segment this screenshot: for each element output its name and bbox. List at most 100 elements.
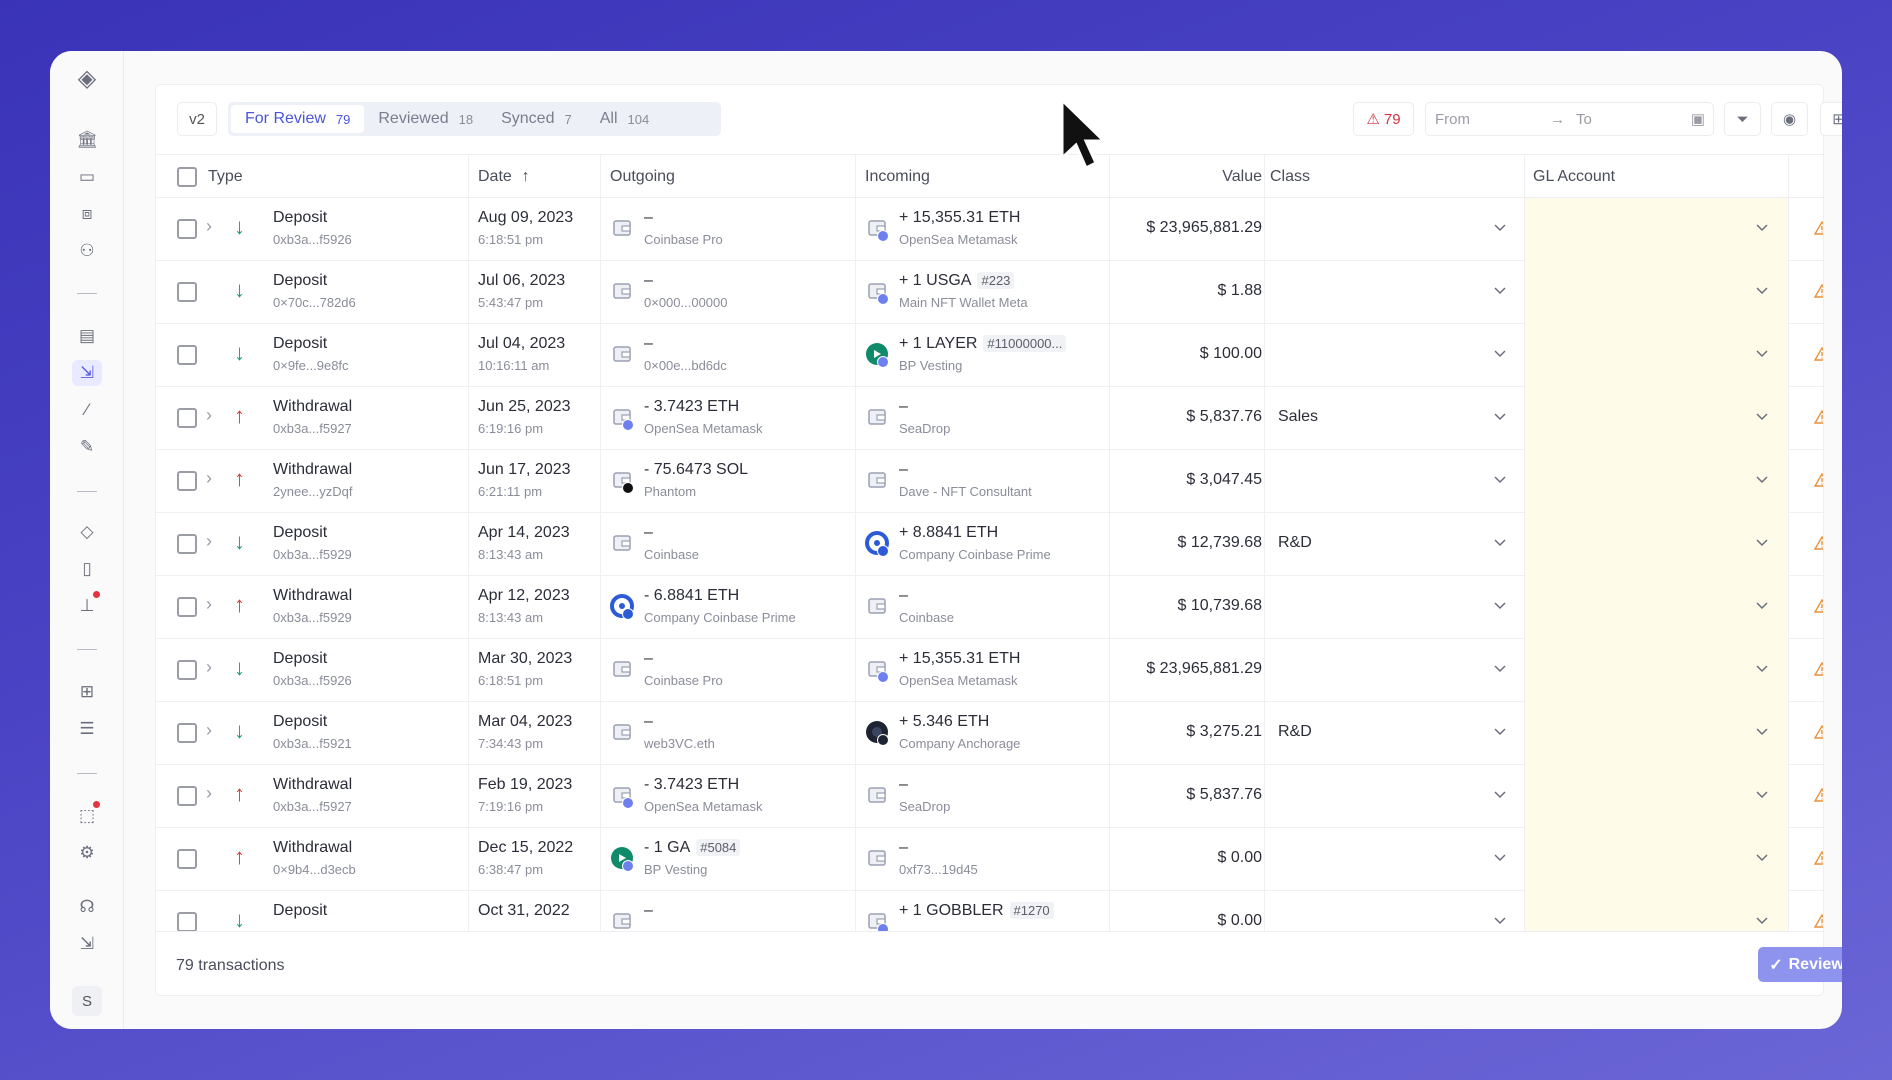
tab-all[interactable]: All 104 [586,105,663,133]
warning-icon[interactable] [1813,724,1823,745]
class-select[interactable]: R&D [1264,513,1524,576]
column-value[interactable]: Value [1222,168,1262,185]
expand-chevron-icon[interactable]: › [206,405,212,425]
class-select[interactable] [1264,450,1524,513]
table-row[interactable]: › ↓ Deposit 0xb3a...f5926 Mar 30, 2023 6:18:5… [156,639,1823,702]
warnings-filter-button[interactable]: ⚠ 79 [1353,102,1414,136]
receipt-icon[interactable]: ▯ [82,559,92,578]
import-icon[interactable]: ⇲ [79,934,95,953]
tab-synced[interactable]: Synced 7 [487,105,586,133]
transaction-hash[interactable]: 0xb3a...f5927 [273,799,352,814]
expand-chevron-icon[interactable]: › [206,657,212,677]
diamond-icon[interactable]: ◇ [80,522,94,541]
warning-icon[interactable] [1813,535,1823,556]
column-date[interactable]: Date ↑ [478,155,530,199]
table-row[interactable]: ↓ Deposit Oct 31, 2022 – + 1 GOBBLER #1270 $ 0… [156,891,1823,931]
warning-icon[interactable] [1813,346,1823,367]
gl-account-select[interactable] [1524,576,1788,639]
gl-account-select[interactable] [1524,198,1788,261]
bank-icon[interactable]: 🏛︎ [76,130,98,149]
gl-account-select[interactable] [1524,765,1788,828]
column-gl-account[interactable]: GL Account [1533,168,1616,185]
to-date-field[interactable]: To [1576,110,1592,128]
gl-account-select[interactable] [1524,513,1788,576]
warning-icon[interactable] [1813,913,1823,931]
table-row[interactable]: › ↓ Deposit 0xb3a...f5921 Mar 04, 2023 7:34:4… [156,702,1823,765]
gl-account-select[interactable] [1524,702,1788,765]
transaction-hash[interactable]: 0×9b4...d3ecb [273,862,356,877]
row-checkbox[interactable] [177,786,197,806]
class-select[interactable] [1264,828,1524,891]
row-checkbox[interactable] [177,345,197,365]
expand-chevron-icon[interactable]: › [206,594,212,614]
class-select[interactable] [1264,261,1524,324]
transaction-hash[interactable]: 0xb3a...f5921 [273,736,352,751]
settings-icon[interactable]: ⚙ [79,843,95,862]
transaction-hash[interactable]: 0xb3a...f5929 [273,610,352,625]
transaction-hash[interactable]: 0xb3a...f5929 [273,547,352,562]
expand-chevron-icon[interactable]: › [206,216,212,236]
gl-account-select[interactable] [1524,324,1788,387]
class-select[interactable]: Sales [1264,387,1524,450]
avatar[interactable]: S [72,986,102,1016]
warning-icon[interactable] [1813,283,1823,304]
warning-icon[interactable] [1813,850,1823,871]
row-checkbox[interactable] [177,597,197,617]
transaction-hash[interactable]: 0×9fe...9e8fc [273,358,349,373]
warning-icon[interactable] [1813,472,1823,493]
table-row[interactable]: › ↑ Withdrawal 2ynee...yzDqf Jun 17, 2023 6:2… [156,450,1823,513]
expand-chevron-icon[interactable]: › [206,531,212,551]
row-checkbox[interactable] [177,849,197,869]
table-row[interactable]: › ↓ Deposit 0xb3a...f5926 Aug 09, 2023 6:18:5… [156,198,1823,261]
warning-icon[interactable] [1813,598,1823,619]
table-row[interactable]: ↓ Deposit 0×9fe...9e8fc Jul 04, 2023 10:16:1… [156,324,1823,387]
columns-button[interactable]: ⊞ [1820,102,1842,136]
filter-button[interactable]: ⏷ [1724,102,1761,136]
gl-account-select[interactable] [1524,828,1788,891]
assets-icon[interactable]: ⧈ [81,204,93,223]
expand-chevron-icon[interactable]: › [206,783,212,803]
class-select[interactable] [1264,765,1524,828]
row-checkbox[interactable] [177,282,197,302]
column-outgoing[interactable]: Outgoing [610,168,675,185]
table-row[interactable]: ↓ Deposit 0×70c...782d6 Jul 06, 2023 5:43:47… [156,261,1823,324]
row-checkbox[interactable] [177,723,197,743]
column-type[interactable]: Type [208,168,243,185]
class-select[interactable] [1264,639,1524,702]
warning-icon[interactable] [1813,787,1823,808]
transaction-hash[interactable]: 0×70c...782d6 [273,295,356,310]
date-range-input[interactable]: From → To ▣ [1425,102,1714,136]
tab-reviewed[interactable]: Reviewed 18 [364,105,487,133]
transaction-hash[interactable]: 0xb3a...f5927 [273,421,352,436]
wallet-icon[interactable]: ▭ [78,167,96,186]
version-button[interactable]: v2 [177,102,217,136]
from-date-field[interactable]: From [1435,110,1470,128]
warning-icon[interactable] [1813,220,1823,241]
ledger-icon[interactable]: ▤ [78,326,96,345]
class-select[interactable]: R&D [1264,702,1524,765]
gl-account-select[interactable] [1524,261,1788,324]
class-select[interactable] [1264,576,1524,639]
table-row[interactable]: › ↑ Withdrawal 0xb3a...f5927 Jun 25, 2023 6:1… [156,387,1823,450]
gl-account-select[interactable] [1524,450,1788,513]
magic-wand-icon[interactable]: ⁄ [85,400,89,419]
gl-account-select[interactable] [1524,891,1788,931]
class-select[interactable] [1264,891,1524,931]
column-incoming[interactable]: Incoming [865,168,930,185]
warning-icon[interactable] [1813,661,1823,682]
row-checkbox[interactable] [177,912,197,931]
gl-account-select[interactable] [1524,639,1788,702]
class-select[interactable] [1264,324,1524,387]
column-class[interactable]: Class [1270,168,1311,185]
visibility-button[interactable]: ◉ [1771,102,1808,136]
tab-for-review[interactable]: For Review 79 [231,105,365,133]
edit-document-icon[interactable]: ✎ [79,437,95,456]
transaction-hash[interactable]: 0xb3a...f5926 [273,232,352,247]
calendar-icon[interactable]: ▣ [1690,111,1705,128]
row-checkbox[interactable] [177,219,197,239]
expand-chevron-icon[interactable]: › [206,468,212,488]
class-select[interactable] [1264,198,1524,261]
stamp-icon[interactable]: ⊥ [72,591,102,619]
table-icon[interactable]: ☰ [79,719,95,738]
support-headset-icon[interactable]: ☊ [79,897,95,916]
